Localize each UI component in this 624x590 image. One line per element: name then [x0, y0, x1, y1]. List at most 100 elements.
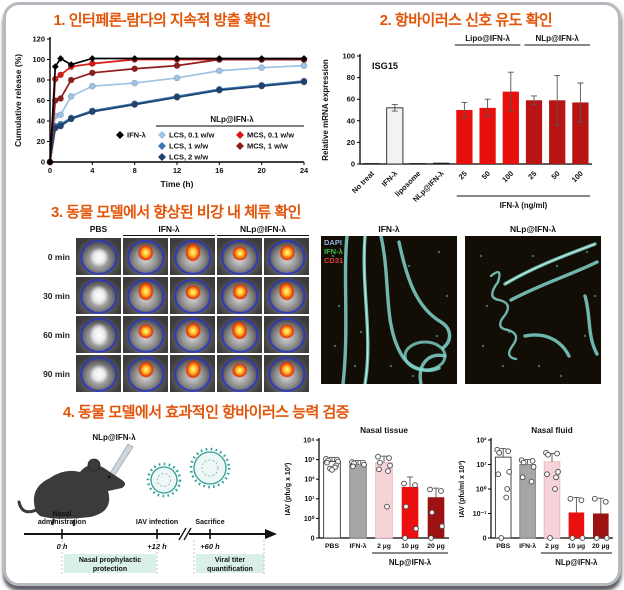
ivis-cell: [123, 277, 168, 314]
ivis-cell: [217, 316, 262, 353]
svg-text:Time (h): Time (h): [161, 179, 194, 189]
svg-text:Nasal prophylactic: Nasal prophylactic: [79, 557, 141, 564]
svg-text:60: 60: [37, 96, 45, 105]
nasal-tissue-bar-chart: Nasal tissue IAV (pfu/g x 10³) 0 10⁰ 10¹ 10² 1…: [285, 426, 450, 567]
svg-text:24: 24: [300, 166, 309, 175]
panel4-title: 4. 동물 모델에서 효과적인 항바이러스 능력 검증: [62, 404, 350, 421]
svg-text:2 µg: 2 µg: [545, 543, 559, 550]
svg-text:10²: 10²: [476, 437, 487, 444]
svg-text:administration: administration: [38, 519, 86, 526]
ivis-cell: [76, 277, 121, 314]
svg-text:12: 12: [173, 166, 181, 175]
svg-text:10⁰: 10⁰: [475, 485, 486, 493]
svg-text:10²: 10²: [304, 477, 315, 484]
ivis-header-spacer: [34, 224, 74, 236]
svg-text:Viral titer: Viral titer: [215, 557, 245, 564]
ivis-cell: [264, 238, 309, 275]
svg-text:ISG15: ISG15: [372, 61, 398, 71]
svg-text:IFN-λ: IFN-λ: [127, 131, 147, 140]
svg-text:Lipo@IFN-λ: Lipo@IFN-λ: [465, 34, 510, 43]
panel-antiviral-signal: 2. 항바이러스 신호 유도 확인 Lipo@IFN-λ NLp@IFN-λ 0 20…: [318, 9, 614, 222]
svg-text:IFN-λ: IFN-λ: [380, 169, 399, 188]
svg-text:100: 100: [500, 169, 515, 184]
microscopy-image: [465, 236, 601, 384]
ivis-cell: [123, 355, 168, 392]
svg-text:0: 0: [351, 160, 355, 169]
svg-text:10¹: 10¹: [304, 496, 315, 503]
svg-text:60: 60: [347, 95, 355, 104]
stain-label: DAPI: [324, 238, 342, 247]
stain-label: CD31: [324, 256, 344, 265]
svg-text:40: 40: [347, 116, 355, 125]
svg-text:IAV (pfu/g x 10³): IAV (pfu/g x 10³): [285, 463, 292, 516]
svg-text:protection: protection: [93, 566, 127, 573]
svg-text:40: 40: [37, 117, 45, 126]
svg-text:20 µg: 20 µg: [427, 543, 445, 550]
ivis-cell: [170, 355, 215, 392]
svg-text:4: 4: [90, 166, 95, 175]
svg-text:NLp@IFN-λ: NLp@IFN-λ: [92, 433, 136, 442]
svg-text:8: 8: [133, 166, 137, 175]
svg-text:NLp@IFN-λ: NLp@IFN-λ: [555, 558, 598, 567]
svg-text:PBS: PBS: [325, 543, 339, 550]
isg15-bar-chart: Lipo@IFN-λ NLp@IFN-λ 0 20 40 60 80 100 Relative …: [321, 34, 592, 210]
panel-nasal-retention: 3. 동물 모델에서 향상된 비강 내 체류 확인 PBS IFN-λ NLp@IF…: [6, 201, 618, 392]
svg-text:10⁴: 10⁴: [303, 437, 315, 444]
svg-text:50: 50: [549, 169, 561, 181]
figure-card: 1. 인터페론-람다의 지속적 방출 확인 0 20 40 60 80 100 120 0 4 8…: [3, 2, 621, 586]
svg-text:IAV (pfu/ml x 10³): IAV (pfu/ml x 10³): [459, 461, 466, 518]
svg-text:80: 80: [347, 73, 355, 82]
ivis-cell: [170, 277, 215, 314]
svg-text:25: 25: [526, 169, 538, 181]
svg-text:10¹: 10¹: [476, 462, 487, 469]
panel2-title: 2. 항바이러스 신호 유도 확인: [379, 12, 553, 29]
svg-text:Nasal tissue: Nasal tissue: [360, 426, 408, 435]
svg-text:Nasal: Nasal: [53, 511, 72, 518]
ivis-row-label: 0 min: [47, 251, 70, 262]
svg-text:0 h: 0 h: [57, 542, 68, 551]
svg-text:80: 80: [37, 76, 45, 85]
svg-text:No treat: No treat: [350, 169, 376, 195]
svg-text:10³: 10³: [304, 457, 315, 464]
ivis-col-header: NLp@IFN-λ: [217, 224, 309, 236]
svg-text:0: 0: [48, 166, 52, 175]
svg-text:IFN-λ: IFN-λ: [519, 542, 536, 550]
ivis-cell: [76, 355, 121, 392]
svg-text:+60 h: +60 h: [200, 542, 220, 551]
panel-sustained-release: 1. 인터페론-람다의 지속적 방출 확인 0 20 40 60 80 100 120 0 4 8…: [12, 9, 312, 192]
ivis-cell: [264, 277, 309, 314]
ivis-cell: [123, 238, 168, 275]
panel3-content: PBS IFN-λ NLp@IFN-λ 0 min 30 min 60 min 90 min…: [6, 224, 618, 392]
svg-text:25: 25: [457, 169, 469, 181]
ivis-col-header: IFN-λ: [123, 224, 215, 236]
svg-text:16: 16: [215, 166, 223, 175]
microscopy-image: DAPI IFN-λ CD31: [321, 236, 457, 384]
svg-text:0: 0: [41, 158, 45, 167]
svg-text:quantification: quantification: [207, 566, 253, 573]
stain-legend: DAPI IFN-λ CD31: [324, 238, 343, 265]
svg-text:10⁻¹: 10⁻¹: [472, 511, 486, 518]
ivis-row-label: 60 min: [43, 329, 70, 340]
svg-text:MCS, 0.1 w/w: MCS, 0.1 w/w: [247, 131, 294, 140]
svg-text:LCS, 0.1 w/w: LCS, 0.1 w/w: [169, 131, 215, 140]
svg-text:Relative mRNA expression: Relative mRNA expression: [321, 59, 330, 161]
panel1-title: 1. 인터페론-람다의 지속적 방출 확인: [53, 12, 271, 29]
ivis-cell: [76, 316, 121, 353]
svg-text:10⁰: 10⁰: [304, 515, 315, 523]
svg-text:20: 20: [37, 137, 45, 146]
svg-text:PBS: PBS: [496, 543, 510, 550]
ivis-row-label: 90 min: [43, 368, 70, 379]
panel-antiviral-efficacy: 4. 동물 모델에서 효과적인 항바이러스 능력 검증 NLp@IFN-λ Nas…: [6, 401, 618, 580]
microscopy-panel: IFN-λ DAPI IFN-λ CD31: [321, 224, 457, 392]
microscopy-images: IFN-λ DAPI IFN-λ CD31 NLp@IFN-λ: [321, 224, 601, 392]
svg-text:Sacrifice: Sacrifice: [195, 519, 224, 526]
ivis-imaging-grid: PBS IFN-λ NLp@IFN-λ 0 min 30 min 60 min 90 min: [34, 224, 309, 392]
svg-text:50: 50: [480, 169, 492, 181]
microscopy-panel-title: NLp@IFN-λ: [509, 224, 557, 234]
svg-text:100: 100: [342, 52, 355, 61]
release-line-chart: 0 20 40 60 80 100 120 0 4 8 12 16 20 24 Time (h) Cumula…: [13, 35, 309, 189]
svg-text:IFN-λ (ng/ml): IFN-λ (ng/ml): [500, 201, 548, 210]
svg-text:IAV infection: IAV infection: [136, 519, 178, 526]
svg-text:20 µg: 20 µg: [592, 543, 610, 550]
svg-text:LCS, 1 w/w: LCS, 1 w/w: [169, 142, 208, 151]
